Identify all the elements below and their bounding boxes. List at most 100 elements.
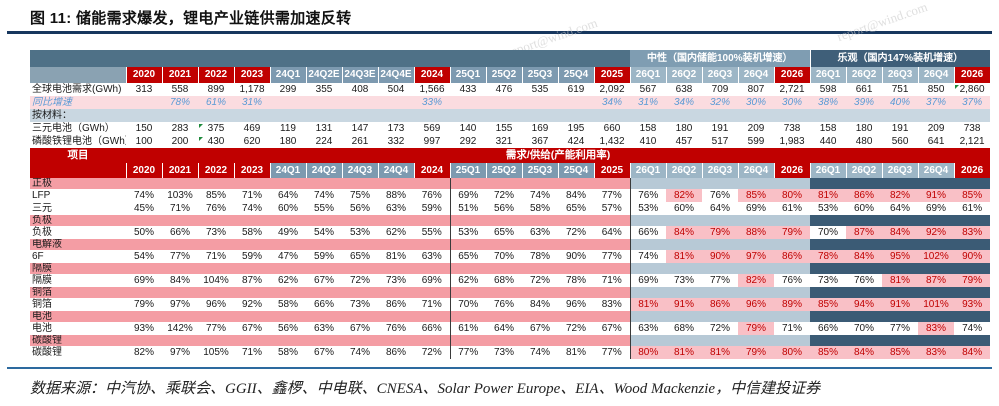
cell: 76% [781, 275, 802, 286]
cell: 63% [629, 322, 666, 335]
cell: 299 [279, 84, 297, 95]
band-cell [126, 109, 991, 122]
cell: 410 [639, 136, 657, 147]
col-header: 24Q4E [378, 67, 415, 83]
section-band-optimistic [810, 239, 991, 250]
cell: 54% [133, 251, 154, 262]
section-row: 正极 [30, 178, 991, 189]
cell: 63% [313, 323, 334, 334]
group-header-row: 中性（国内储能100%装机增速） 乐观（国内147%装机增速） [30, 50, 991, 67]
cell: 71% [169, 203, 190, 214]
col-header: 26Q2 [846, 67, 883, 83]
cell: 807 [747, 84, 765, 95]
cell: 191 [891, 123, 909, 134]
section-row: 隔膜 [30, 263, 991, 274]
cell: 97% [169, 347, 190, 358]
cell: 433 [459, 84, 477, 95]
cell: 83% [601, 299, 622, 310]
cell: 72% [493, 190, 514, 201]
cell: 58% [277, 347, 298, 358]
demand-label-header [30, 67, 127, 83]
cell: 65% [565, 203, 586, 214]
cell: 55% [421, 227, 442, 238]
cell: 90% [565, 251, 586, 262]
row-label: LFP [32, 190, 51, 201]
table-row: 三元 45% 71% 76% 74% 60% 55% 56% 63% 59% 51% 56% 58% 65… [30, 202, 990, 215]
cell: 77% [601, 347, 622, 358]
cell: 53% [349, 227, 370, 238]
table-row: 铜箔 79% 97% 96% 92% 58% 66% 73% 86% 71% 70% 76% 84% 96… [30, 298, 991, 311]
cell: 67% [529, 323, 550, 334]
section-band [449, 215, 630, 226]
utilization-label-header [30, 163, 127, 178]
cell: 87% [918, 274, 954, 287]
cell: 63% [421, 251, 442, 262]
cell: 85% [810, 346, 846, 359]
cell: 119 [280, 123, 296, 134]
cell: 504 [387, 84, 405, 95]
cell: 86% [846, 189, 882, 202]
section-row: 电池 [30, 311, 991, 322]
cell: 85% [882, 346, 918, 359]
cell: 93% [954, 298, 991, 311]
cell: 79% [954, 274, 991, 287]
cell: 74% [133, 190, 154, 201]
cell: 45% [133, 203, 154, 214]
cell: 102% [918, 250, 954, 263]
cell: 84% [169, 275, 190, 286]
col-header: 2026 [954, 163, 991, 178]
cell: 96% [738, 298, 774, 311]
section-band [449, 287, 630, 298]
cell: 57% [601, 203, 622, 214]
cell: 155 [495, 123, 513, 134]
cell: 74% [529, 190, 550, 201]
cell: 84% [882, 226, 918, 239]
col-header: 2023 [234, 163, 271, 178]
column-header-row: 2020 2021 2022 2023 24Q1 24Q2 24Q3 24Q4 2024 25Q1… [30, 163, 991, 178]
cell: 84% [954, 346, 991, 359]
cell: 77% [889, 323, 910, 334]
row-label: 铜箔 [32, 299, 52, 310]
section-label: 铜箔 [30, 287, 126, 298]
col-header: 24Q1 [270, 67, 307, 83]
section-band-neutral [629, 178, 810, 189]
section-label: 隔膜 [30, 263, 126, 274]
cell: 58% [277, 299, 298, 310]
data-source-note: 数据来源：中汽协、乘联会、GGII、鑫椤、中电联、CNESA、Solar Pow… [30, 381, 821, 397]
cell: 69% [449, 189, 486, 202]
section-band-optimistic [810, 263, 991, 274]
cell: 65% [449, 250, 486, 263]
cell: 408 [351, 84, 369, 95]
cell: 77% [205, 323, 226, 334]
cell: 81% [882, 274, 918, 287]
cell: 84% [846, 250, 882, 263]
cell: 91% [882, 298, 918, 311]
cell: 476 [495, 84, 513, 95]
cell: 58% [529, 203, 550, 214]
cell: 95% [882, 250, 918, 263]
row-label: 负极 [32, 227, 52, 238]
col-header: 26Q1 [629, 163, 667, 178]
table-row: 隔膜 69% 84% 104% 87% 62% 67% 72% 73% 69% 62% 68% 72% 7… [30, 274, 991, 287]
cell [450, 96, 486, 109]
cell: 60% [673, 203, 694, 214]
cell: 283 [171, 123, 189, 134]
section-band [126, 178, 450, 189]
col-header: 2020 [126, 163, 163, 178]
cell: 738 [783, 123, 801, 134]
row-label: 同比增速 [30, 96, 126, 109]
figure-title: 图 11: 储能需求爆发，锂电产业链供需加速反转 [30, 10, 352, 27]
section-band-neutral [629, 215, 810, 226]
col-header: 2024 [414, 163, 451, 178]
section-band [126, 335, 450, 346]
cell: 59% [421, 203, 442, 214]
cell: 56% [277, 323, 298, 334]
cell: 661 [855, 84, 873, 95]
cell [126, 96, 162, 109]
cell: 71% [421, 299, 442, 310]
table-row: LFP 74% 103% 85% 71% 64% 74% 75% 88% 76% 69% 72% 74%… [30, 189, 991, 202]
section-band-neutral [629, 239, 810, 250]
cell: 87% [846, 226, 882, 239]
cell: 430 [198, 135, 234, 148]
